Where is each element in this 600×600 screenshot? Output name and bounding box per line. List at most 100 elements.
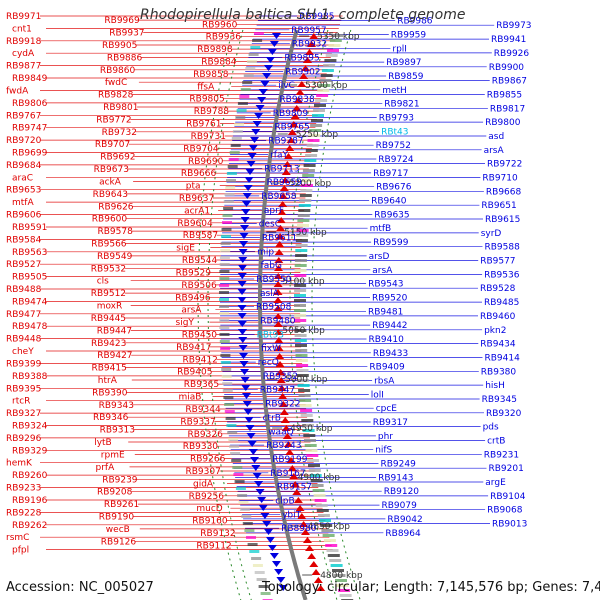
gene-label[interactable]: RB9343	[99, 401, 134, 411]
gene-label[interactable]: RB9388	[12, 372, 48, 382]
gene-label[interactable]: miaB	[179, 393, 202, 403]
gene-label[interactable]: RB9611	[262, 234, 297, 244]
gene-label[interactable]: RB9266	[190, 455, 226, 465]
gene-label[interactable]: cpcE	[376, 404, 398, 414]
gene-label[interactable]: gidA	[193, 479, 214, 489]
gene-label[interactable]: RB9120	[384, 487, 420, 497]
gene-label[interactable]: RB9409	[369, 363, 405, 373]
gene-label[interactable]: metH	[382, 86, 407, 96]
gene-label[interactable]: lytB	[94, 438, 112, 448]
gene-label[interactable]: RB9704	[183, 144, 219, 154]
gene-label[interactable]: RB9566	[91, 240, 127, 250]
gene-label[interactable]: RB9410	[369, 335, 405, 345]
gene-label[interactable]: RB9932	[292, 40, 327, 50]
gene-label[interactable]: RB9550	[256, 275, 292, 285]
gene-label[interactable]: RB9563	[12, 248, 47, 258]
gene-label[interactable]: RB9600	[92, 215, 128, 225]
gene-label[interactable]: rtcR	[12, 397, 30, 407]
gene-label[interactable]: RB9800	[485, 118, 521, 128]
gene-label[interactable]: RB9520	[372, 294, 408, 304]
gene-label[interactable]: RB9433	[373, 349, 408, 359]
gene-label[interactable]: RB9104	[490, 492, 526, 502]
gene-label[interactable]: cydA	[12, 49, 35, 59]
gene-label[interactable]: RB9692	[100, 153, 135, 163]
gene-label[interactable]: RB9448	[6, 335, 42, 345]
gene-label[interactable]: RB9960	[202, 20, 238, 30]
gene-label[interactable]: rplI	[392, 44, 407, 54]
gene-label[interactable]: RB9905	[102, 41, 137, 51]
gene-label[interactable]: RB9858	[193, 70, 229, 80]
gene-label[interactable]: lolI	[371, 390, 384, 400]
gene-label[interactable]: cnt1	[12, 24, 32, 34]
gene-label[interactable]: RB9417	[176, 343, 211, 353]
gene-label[interactable]: RB9190	[99, 513, 135, 523]
gene-label[interactable]: RB9132	[200, 529, 235, 539]
gene-label[interactable]: araC	[12, 173, 33, 183]
gene-label[interactable]: RB9324	[12, 422, 48, 432]
gene-label[interactable]: RB9512	[91, 289, 126, 299]
gene-label[interactable]: hisH	[485, 381, 505, 391]
gene-label[interactable]: RB9606	[6, 211, 42, 221]
gene-label[interactable]: RB9941	[491, 35, 526, 45]
gene-label[interactable]: arsA	[484, 146, 505, 156]
gene-label[interactable]: RB9196	[12, 496, 48, 506]
gene-label[interactable]: RB9112	[196, 542, 231, 552]
gene-label[interactable]: RB9313	[100, 426, 135, 436]
gene-label[interactable]: RB9320	[486, 409, 522, 419]
gene-label[interactable]: RB9481	[368, 307, 403, 317]
gene-label[interactable]: RB9895	[284, 54, 319, 64]
gene-label[interactable]: hemK	[6, 459, 33, 469]
gene-label[interactable]: arsD	[369, 252, 390, 262]
gene-label[interactable]: mtfB	[370, 224, 392, 234]
gene-label[interactable]: RB9256	[189, 492, 225, 502]
gene-label[interactable]: RBt93	[257, 330, 284, 340]
gene-label[interactable]: RB9643	[93, 190, 128, 200]
gene-label[interactable]: RB9599	[373, 238, 409, 248]
gene-label[interactable]: RB9399	[6, 360, 42, 370]
gene-label[interactable]: RB9615	[485, 215, 520, 225]
gene-label[interactable]: RB9395	[6, 384, 41, 394]
gene-label[interactable]: RB9724	[378, 155, 414, 165]
gene-label[interactable]: aprF	[264, 206, 284, 216]
gene-label[interactable]: asd	[488, 132, 504, 142]
gene-label[interactable]: RB9937	[109, 29, 144, 39]
gene-label[interactable]: RB9604	[177, 219, 213, 229]
gene-label[interactable]: RB9707	[95, 140, 130, 150]
gene-label[interactable]: RB9228	[6, 508, 42, 518]
gene-label[interactable]: RB9584	[6, 235, 42, 245]
gene-label[interactable]: RB9478	[12, 322, 48, 332]
gene-label[interactable]: RB9068	[487, 506, 523, 516]
gene-label[interactable]: RB9460	[480, 312, 516, 322]
gene-label[interactable]: RB9344	[185, 405, 221, 415]
gene-label[interactable]: RB9549	[97, 252, 133, 262]
gene-label[interactable]: RB9732	[102, 128, 137, 138]
gene-label[interactable]: RB9731	[191, 132, 226, 142]
gene-label[interactable]: ackA	[99, 178, 122, 188]
gene-label[interactable]: RB9986	[397, 17, 433, 27]
gene-label[interactable]: RB9626	[98, 202, 134, 212]
gene-label[interactable]: clpB	[275, 497, 294, 507]
gene-label[interactable]: RB9752	[376, 141, 411, 151]
gene-label[interactable]: RB9365	[184, 380, 219, 390]
gene-label[interactable]: desC	[259, 220, 281, 230]
gene-label[interactable]: RB9506	[181, 281, 217, 291]
gene-label[interactable]: RB9902	[285, 67, 320, 77]
gene-label[interactable]: RB9849	[12, 74, 48, 84]
gene-label[interactable]: RB9713	[264, 164, 299, 174]
gene-label[interactable]: RB9821	[384, 100, 419, 110]
gene-label[interactable]: RB9877	[6, 62, 41, 72]
gene-label[interactable]: RB9042	[387, 515, 422, 525]
gene-label[interactable]: RB9079	[382, 501, 418, 511]
gene-label[interactable]: RB9577	[480, 257, 515, 267]
gene-label[interactable]: RB9249	[381, 460, 417, 470]
gene-label[interactable]: RB9532	[91, 264, 126, 274]
gene-label[interactable]: mtfA	[12, 198, 34, 208]
gene-label[interactable]: RB9201	[489, 464, 524, 474]
gene-label[interactable]: RB9260	[12, 471, 48, 481]
gene-label[interactable]: RB9787	[268, 137, 303, 147]
gene-label[interactable]: RB8964	[385, 529, 421, 539]
gene-label[interactable]: rpmE	[101, 451, 125, 461]
gene-label[interactable]: crtB	[487, 437, 505, 447]
gene-label[interactable]: recQ	[258, 358, 279, 368]
gene-label[interactable]: fabG	[261, 261, 282, 271]
